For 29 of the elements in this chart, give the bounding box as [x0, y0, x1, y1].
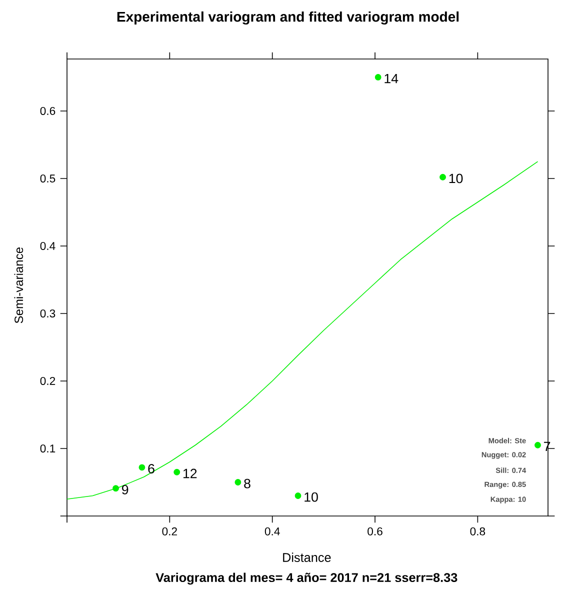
point	[174, 468, 180, 476]
point	[374, 74, 382, 80]
point	[534, 442, 541, 448]
point	[294, 492, 302, 499]
chart-title: Experimental variogram and fitted variogram model	[117, 11, 459, 25]
annotation: 12	[183, 468, 197, 478]
point	[138, 464, 146, 471]
y-tick-label: 0.4	[40, 242, 56, 250]
y-tick-label: 0.2	[40, 376, 56, 385]
point	[440, 174, 446, 180]
annotation: 9	[122, 484, 128, 494]
x-tick-label: 0.6	[368, 527, 382, 536]
annotation: 6	[148, 464, 154, 474]
annotation: 10	[449, 174, 463, 184]
text: Variograma del mes= 4 año= 2017 n=21 sserr=8.33	[156, 572, 458, 585]
point	[234, 479, 242, 486]
x-tick-label: 0.2	[162, 527, 177, 536]
y-tick-label: 0.1	[40, 444, 56, 452]
x-tick-label: 0.4	[264, 527, 280, 536]
y-tick-label: 0.6	[40, 106, 56, 115]
y-tick-label: 0.3	[40, 309, 56, 318]
point	[112, 485, 119, 492]
annotation: 14	[384, 74, 398, 84]
y-tick-label: 0.5	[40, 174, 56, 182]
y-axis-title: Semi-variance	[14, 248, 24, 324]
x-tick-label: 0.8	[470, 527, 486, 536]
annotation: 8	[244, 478, 250, 488]
annotation: 10	[304, 492, 318, 502]
x-axis-title: Distance	[283, 552, 331, 562]
